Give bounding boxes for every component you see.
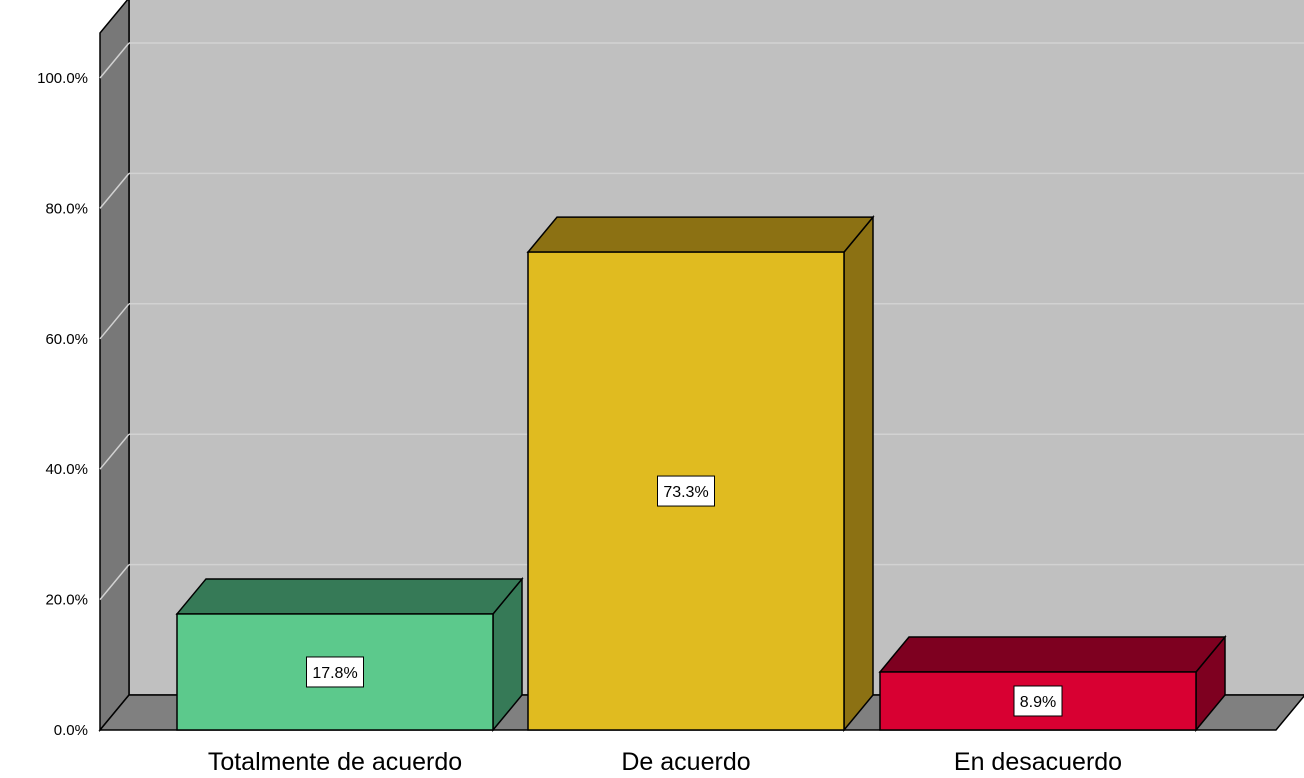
bar-1: 73.3%: [526, 215, 875, 733]
bars: 17.8% 73.3% 8.9%: [175, 215, 1227, 733]
data-label-box: [1013, 685, 1063, 717]
y-tick-label: 80.0%: [45, 200, 88, 217]
bar-top-face: [175, 578, 524, 615]
bar-0: 17.8%: [175, 576, 524, 733]
bar-2: 8.9%: [878, 634, 1227, 733]
gridline-side: [99, 564, 130, 601]
bar-top-face: [878, 636, 1227, 673]
data-label: 73.3%: [663, 484, 708, 501]
data-label: 8.9%: [1020, 694, 1056, 711]
bar-side-face: [843, 215, 874, 733]
y-axis-ticks: 0.0% 20.0% 40.0% 60.0% 80.0% 100.0%: [37, 70, 88, 739]
x-category-label: De acuerdo: [621, 748, 750, 776]
y-tick-label: 40.0%: [45, 461, 88, 478]
y-tick-label: 60.0%: [45, 331, 88, 348]
gridline-side: [99, 172, 130, 209]
data-label-box: [657, 475, 715, 507]
data-label: 17.8%: [312, 665, 357, 682]
x-category-label: En desacuerdo: [954, 748, 1122, 776]
data-label-box: [306, 656, 364, 688]
x-axis-labels: Totalmente de acuerdo De acuerdo En desacu…: [208, 748, 1122, 776]
bar-top-face: [526, 216, 875, 253]
gridline-side: [99, 303, 130, 340]
y-tick-label: 100.0%: [37, 70, 88, 87]
side-wall: [99, 0, 130, 733]
y-tick-label: 20.0%: [45, 592, 88, 609]
y-tick-label: 0.0%: [54, 722, 88, 739]
gridline-side: [99, 433, 130, 470]
gridline-side: [99, 42, 130, 79]
x-category-label: Totalmente de acuerdo: [208, 748, 462, 776]
